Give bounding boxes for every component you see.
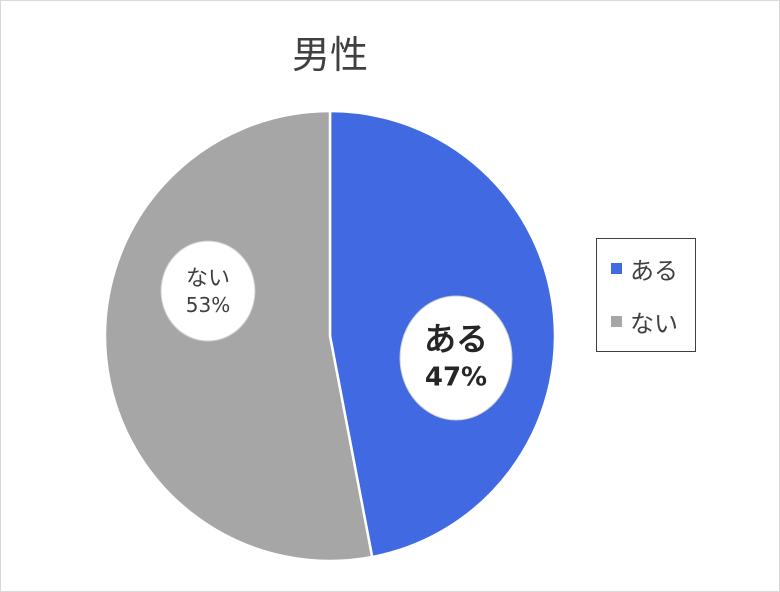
- data-label-value-0: 47%: [425, 362, 487, 392]
- data-label-name-0: ある: [424, 320, 488, 358]
- legend-item-aru: ある: [611, 251, 695, 286]
- data-label-bubble-0: [399, 295, 513, 421]
- legend-label-nai: ない: [630, 310, 678, 338]
- data-label-value-1: 53%: [186, 293, 230, 317]
- legend-swatch-aru: [611, 263, 622, 274]
- chart-title: 男性: [291, 33, 368, 77]
- legend-label-aru: ある: [630, 257, 678, 285]
- data-label-name-1: ない: [186, 267, 230, 292]
- legend-item-nai: ない: [611, 304, 695, 339]
- legend: ある ない: [596, 238, 696, 352]
- legend-swatch-nai: [611, 316, 622, 327]
- data-label-bubble-1: [160, 240, 256, 342]
- pie-slice-1: [103, 109, 374, 563]
